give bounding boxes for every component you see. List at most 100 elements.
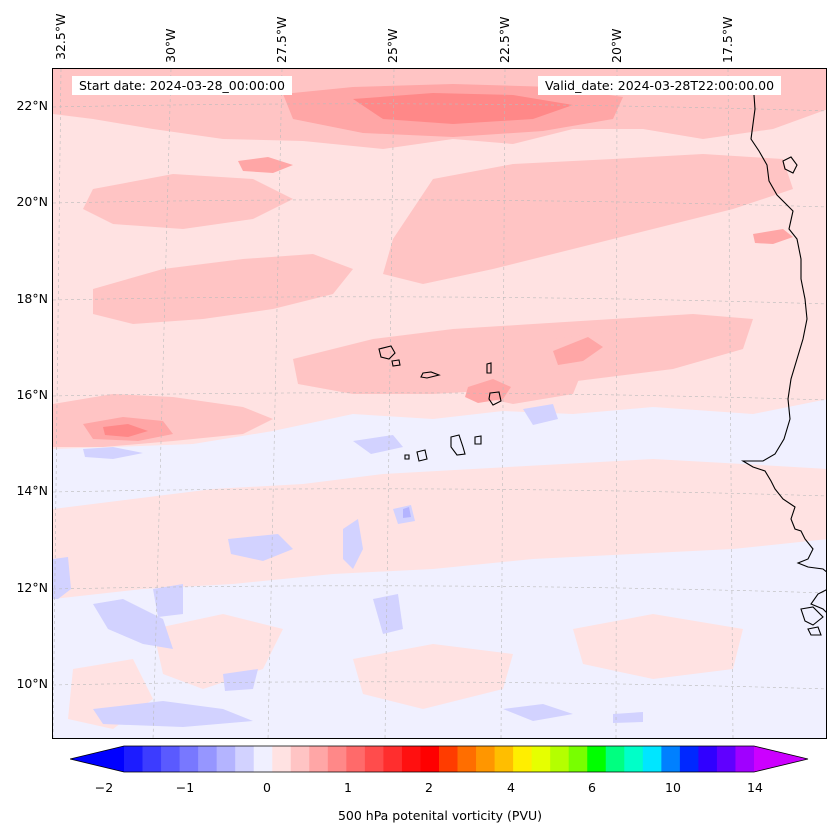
colorbar-tick-minus2: −2 bbox=[94, 780, 114, 795]
colorbar-segment bbox=[624, 746, 644, 772]
pv-region-pink-band-3 bbox=[93, 254, 353, 324]
lat-label-14n: 14°N bbox=[16, 483, 48, 498]
colorbar-segment bbox=[568, 746, 588, 772]
graticule-lat-18n bbox=[53, 296, 826, 305]
pv-region-red-pink-west-core bbox=[103, 424, 148, 437]
graticule-lat-16n bbox=[53, 392, 826, 401]
pv-region-blue-12 bbox=[613, 712, 643, 723]
colorbar-tick-14: 14 bbox=[747, 780, 763, 795]
pv-region-medium-pink-n2 bbox=[238, 157, 293, 173]
cape-verde-sal bbox=[486, 362, 492, 374]
pv-region-light-pink-south-2 bbox=[153, 614, 283, 689]
colorbar-segment bbox=[272, 746, 292, 772]
pv-region-medium-pink-east bbox=[553, 337, 603, 365]
colorbar bbox=[70, 745, 809, 773]
bijagos-islands bbox=[800, 606, 824, 636]
lat-label-20n: 20°N bbox=[16, 194, 48, 209]
colorbar-outline bbox=[70, 745, 809, 773]
colorbar-segment bbox=[253, 746, 273, 772]
pv-region-blue-15 bbox=[403, 507, 411, 518]
graticule-lon-22-5w bbox=[500, 69, 506, 738]
lat-label-16n: 16°N bbox=[16, 387, 48, 402]
pv-region-pink-band-6 bbox=[83, 174, 293, 229]
graticule-lon-32-5w bbox=[53, 69, 62, 738]
cape-verde-sao-nicolau bbox=[420, 371, 441, 379]
lon-label-30w: 30°W bbox=[163, 28, 178, 63]
colorbar-segment bbox=[494, 746, 514, 772]
colorbar-segment bbox=[142, 746, 162, 772]
pv-region-light-pink-south-1 bbox=[53, 459, 826, 599]
colorbar-segment bbox=[346, 746, 366, 772]
cape-verde-boa-vista bbox=[488, 391, 502, 406]
cape-verde-maio bbox=[474, 435, 482, 445]
colorbar-segment bbox=[327, 746, 347, 772]
lat-label-12n: 12°N bbox=[16, 580, 48, 595]
pv-region-blue-2 bbox=[523, 404, 558, 425]
colorbar-segment bbox=[457, 746, 477, 772]
colorbar-tick-0: 0 bbox=[263, 780, 271, 795]
colorbar-tick-6: 6 bbox=[588, 780, 596, 795]
start-date-label: Start date: 2024-03-28_00:00:00 bbox=[72, 76, 292, 95]
colorbar-segment bbox=[439, 746, 458, 772]
lon-label-22-5w: 22.5°W bbox=[497, 16, 512, 63]
lon-label-32-5w: 32.5°W bbox=[53, 13, 68, 60]
graticule-lat-10n bbox=[53, 681, 826, 690]
colorbar-tick-4: 4 bbox=[507, 780, 515, 795]
lon-label-27-5w: 27.5°W bbox=[274, 16, 289, 63]
pv-field bbox=[53, 69, 826, 729]
pv-region-blue-1 bbox=[353, 435, 403, 454]
colorbar-segment bbox=[735, 746, 755, 772]
colorbar-segment bbox=[198, 746, 218, 772]
colorbar-segment bbox=[476, 746, 495, 772]
colorbar-segment bbox=[661, 746, 681, 772]
colorbar-segment bbox=[383, 746, 403, 772]
lat-label-22n: 22°N bbox=[16, 98, 48, 113]
cape-verde-santiago bbox=[450, 434, 466, 456]
colorbar-segment bbox=[420, 746, 440, 772]
colorbar-segment bbox=[642, 746, 662, 772]
pv-region-blue-11 bbox=[503, 704, 573, 721]
colorbar-segment bbox=[587, 746, 607, 772]
pv-region-blue-6 bbox=[93, 599, 173, 649]
colorbar-segment bbox=[364, 746, 384, 772]
colorbar-segment bbox=[235, 746, 255, 772]
colorbar-segment bbox=[179, 746, 199, 772]
pv-region-blue-4 bbox=[228, 534, 293, 561]
lon-label-25w: 25°W bbox=[385, 28, 400, 63]
colorbar-label: 500 hPa potenital vorticity (PVU) bbox=[337, 808, 543, 823]
graticule-lon-30w bbox=[152, 69, 172, 738]
colorbar-segment bbox=[161, 746, 180, 772]
colorbar-extend-low bbox=[70, 746, 124, 772]
lat-label-10n: 10°N bbox=[16, 676, 48, 691]
lat-label-18n: 18°N bbox=[16, 291, 48, 306]
colorbar-tick-1: 1 bbox=[344, 780, 352, 795]
pv-region-blue-13 bbox=[223, 669, 258, 691]
africa-coastline bbox=[741, 80, 826, 573]
pv-region-red-pink-north-core bbox=[353, 93, 573, 124]
colorbar-segment bbox=[550, 746, 570, 772]
colorbar-segment bbox=[401, 746, 421, 772]
cape-verde-fogo bbox=[416, 449, 428, 462]
pv-region-light-pink-south-4 bbox=[573, 614, 743, 679]
pv-contour-map bbox=[53, 69, 826, 738]
colorbar-segment bbox=[605, 746, 625, 772]
colorbar-segment bbox=[531, 746, 551, 772]
graticule-lat-14n bbox=[53, 488, 826, 497]
colorbar-tick-10: 10 bbox=[665, 780, 681, 795]
graticule-lat-22n bbox=[53, 103, 826, 112]
cape-verde-santo-antao bbox=[378, 345, 396, 360]
colorbar-segments bbox=[124, 746, 755, 772]
pv-region-blue-3 bbox=[83, 447, 143, 459]
colorbar-extend-high bbox=[754, 746, 808, 772]
pv-region-light-pink-south-3 bbox=[353, 644, 513, 709]
colorbar-segment bbox=[513, 746, 533, 772]
pv-region-blue-10 bbox=[93, 701, 253, 727]
graticule-lon-17-5w bbox=[727, 69, 734, 738]
graticule-lon-25w bbox=[384, 69, 395, 738]
pv-region-pink-band-2 bbox=[383, 154, 793, 284]
pv-region-blue-8 bbox=[373, 594, 403, 634]
graticule bbox=[53, 69, 826, 738]
colorbar-tick-minus1: −1 bbox=[175, 780, 195, 795]
graticule-lon-27-5w bbox=[267, 69, 283, 738]
graticule-lat-12n bbox=[53, 585, 826, 594]
